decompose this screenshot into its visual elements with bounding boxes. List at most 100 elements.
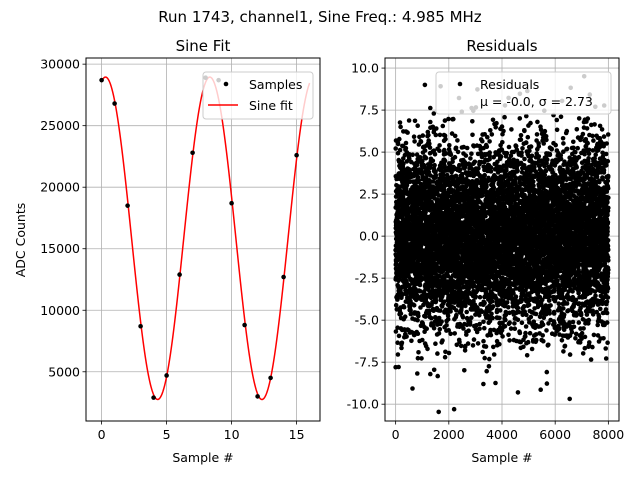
- residual-point: [484, 144, 490, 150]
- residual-point: [476, 166, 481, 171]
- residual-point: [502, 114, 507, 120]
- sample-point: [255, 394, 260, 399]
- residual-point: [509, 127, 514, 132]
- residual-point: [427, 141, 432, 146]
- figure-suptitle: Run 1743, channel1, Sine Freq.: 4.985 MH…: [158, 8, 482, 26]
- sine-fit-ytick-label: 15000: [40, 241, 80, 256]
- residual-point: [403, 145, 409, 151]
- residual-point: [490, 315, 495, 321]
- residual-point: [502, 324, 508, 329]
- residual-point: [452, 154, 458, 160]
- residual-point: [521, 344, 526, 350]
- residual-point: [458, 343, 464, 349]
- residual-point: [405, 130, 410, 135]
- residual-point: [446, 350, 452, 356]
- residual-point: [431, 111, 437, 116]
- residual-point: [417, 288, 423, 294]
- residual-point: [470, 119, 475, 124]
- residual-point: [523, 324, 529, 329]
- residual-point: [437, 327, 443, 332]
- residual-point: [443, 349, 448, 355]
- sine-fit-xtick-label: 5: [163, 427, 171, 442]
- residual-point: [401, 161, 406, 167]
- residual-point: [415, 174, 421, 180]
- residual-point: [520, 146, 525, 151]
- residual-point: [451, 116, 456, 122]
- residual-point: [493, 125, 499, 130]
- residual-point: [396, 333, 402, 339]
- residual-point: [427, 145, 433, 150]
- residual-point: [501, 128, 506, 134]
- residual-point: [428, 105, 433, 111]
- residual-point: [499, 124, 505, 129]
- residual-point: [522, 156, 527, 162]
- residual-point: [398, 311, 404, 316]
- residual-point: [437, 132, 443, 138]
- residual-point: [442, 118, 448, 123]
- residual-point: [455, 138, 460, 143]
- residual-point: [433, 341, 438, 347]
- residual-point: [523, 140, 529, 145]
- sine-fit-ylabel: ADC Counts: [13, 203, 28, 278]
- residual-point: [469, 315, 474, 321]
- residual-point: [431, 367, 437, 373]
- residual-point: [488, 332, 494, 338]
- residual-point: [404, 334, 409, 339]
- residual-point: [489, 311, 494, 317]
- residual-point: [517, 116, 523, 121]
- residual-point: [491, 344, 496, 350]
- residual-point: [506, 144, 512, 150]
- residual-point: [475, 341, 481, 346]
- residual-point: [453, 145, 459, 151]
- residual-point: [398, 124, 403, 130]
- residual-point: [399, 340, 405, 346]
- residual-point: [412, 139, 417, 144]
- residual-point: [411, 134, 417, 139]
- residual-point: [507, 338, 512, 343]
- residual-point: [490, 299, 495, 304]
- residual-point: [436, 409, 442, 415]
- sample-point: [229, 200, 234, 206]
- sine-fit-xtick-label: 15: [289, 427, 305, 442]
- sample-point: [112, 101, 117, 106]
- residual-point: [420, 337, 425, 343]
- residual-point: [442, 133, 448, 138]
- residual-point: [489, 132, 495, 137]
- residual-point: [393, 302, 399, 308]
- residual-point: [412, 118, 418, 124]
- residual-point: [438, 308, 443, 313]
- residual-point: [481, 319, 486, 325]
- residual-point: [515, 317, 521, 323]
- residual-point: [397, 147, 403, 153]
- residual-point: [420, 133, 426, 138]
- residual-point: [443, 136, 448, 142]
- residual-point: [497, 341, 502, 347]
- residual-point: [513, 294, 519, 300]
- residual-point: [425, 346, 430, 352]
- residual-point: [497, 308, 503, 313]
- residual-point: [518, 137, 524, 142]
- residual-point: [443, 222, 449, 228]
- residual-point: [430, 179, 436, 184]
- residual-point: [460, 314, 466, 320]
- sample-point: [281, 274, 286, 280]
- residual-point: [427, 308, 432, 314]
- legend-samples-label: Samples: [249, 77, 302, 92]
- residual-point: [422, 148, 428, 153]
- residual-point: [481, 338, 486, 344]
- residual-point: [473, 294, 479, 299]
- residual-point: [442, 276, 447, 282]
- residual-point: [452, 133, 458, 139]
- residual-point: [477, 294, 483, 300]
- residual-point: [428, 162, 434, 168]
- residual-point: [455, 149, 461, 155]
- residual-point: [506, 305, 511, 310]
- residual-point: [427, 178, 432, 183]
- residual-point: [432, 152, 438, 157]
- sample-point: [151, 395, 156, 400]
- residual-point: [440, 123, 446, 129]
- residual-point: [430, 158, 436, 164]
- residual-point: [484, 368, 490, 374]
- residual-point: [524, 312, 529, 318]
